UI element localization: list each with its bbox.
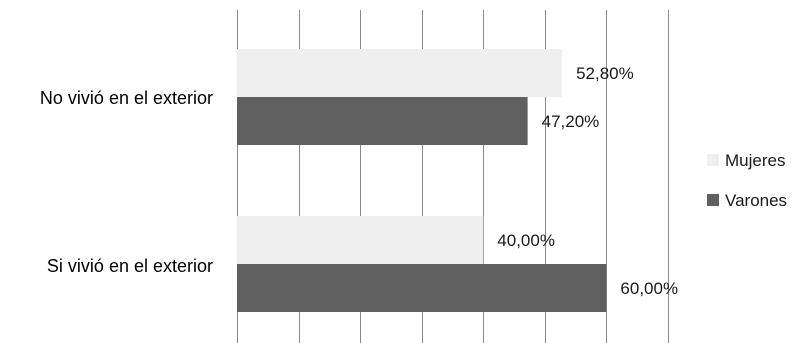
category-labels: No vivió en el exterior Si vivió en el e… [40, 88, 213, 276]
bar-mujeres-0 [237, 49, 563, 97]
data-label-mujeres-1: 40,00% [497, 231, 555, 250]
bar-varones-0 [237, 97, 528, 145]
legend-label-mujeres: Mujeres [725, 151, 785, 170]
data-label-mujeres-0: 52,80% [576, 64, 634, 83]
bars [237, 49, 607, 312]
legend-label-varones: Varones [725, 191, 787, 210]
data-label-varones-1: 60,00% [620, 279, 678, 298]
data-label-varones-0: 47,20% [542, 112, 600, 131]
bar-mujeres-1 [237, 216, 484, 264]
legend-swatch-mujeres [707, 154, 719, 166]
category-label-no-vivio: No vivió en el exterior [40, 88, 213, 108]
category-label-si-vivio: Si vivió en el exterior [47, 256, 213, 276]
legend: Mujeres Varones [707, 151, 787, 210]
data-labels: 52,80% 47,20% 40,00% 60,00% [497, 64, 678, 298]
legend-swatch-varones [707, 194, 719, 206]
bar-varones-1 [237, 264, 607, 312]
